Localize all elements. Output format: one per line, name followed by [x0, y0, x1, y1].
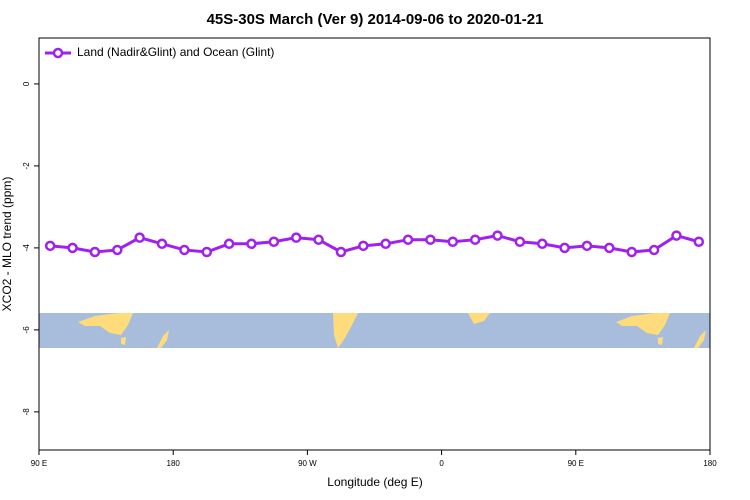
- y-tick-label: -4: [22, 244, 31, 252]
- y-tick-label: -8: [22, 408, 31, 416]
- point: [156, 238, 168, 250]
- legend-marker: [52, 47, 64, 59]
- point: [246, 238, 257, 250]
- point: [134, 232, 145, 243]
- point: [447, 236, 459, 247]
- y-axis-label: XCO2 - MLO trend (ppm): [0, 177, 14, 312]
- point: [290, 232, 302, 243]
- x-tick-label: 180: [703, 459, 717, 468]
- point: [402, 234, 414, 245]
- point: [425, 234, 436, 245]
- point: [537, 238, 548, 250]
- point: [559, 242, 570, 254]
- point: [201, 246, 212, 258]
- x-tick-label: 0: [439, 459, 444, 468]
- y-tick-label: -2: [22, 162, 31, 170]
- y-tick-label: 0: [22, 81, 31, 86]
- point: [67, 242, 78, 254]
- point: [112, 244, 123, 256]
- point: [44, 240, 56, 252]
- series-line: [50, 233, 700, 254]
- point: [693, 236, 705, 247]
- point: [268, 236, 280, 247]
- point: [313, 234, 324, 245]
- x-tick-label: 90 E: [568, 459, 584, 468]
- point: [358, 240, 369, 252]
- point: [335, 246, 347, 258]
- legend-label: Land (Nadir&Glint) and Ocean (Glint): [77, 45, 274, 59]
- point: [492, 230, 503, 241]
- point: [89, 246, 101, 258]
- chart-title: 45S-30S March (Ver 9) 2014-09-06 to 2020…: [207, 11, 544, 28]
- y-tick-label: -6: [22, 326, 31, 334]
- point: [179, 244, 190, 256]
- point: [626, 246, 637, 258]
- x-axis-label: Longitude (deg E): [327, 475, 422, 489]
- x-tick-label: 90 E: [31, 459, 47, 468]
- map-strip: [39, 313, 710, 348]
- point: [514, 236, 526, 247]
- point: [581, 240, 593, 252]
- point: [604, 242, 615, 254]
- x-tick-label: 90 W: [298, 459, 317, 468]
- point: [380, 238, 391, 250]
- point: [671, 230, 682, 241]
- point: [648, 244, 660, 256]
- point: [469, 234, 481, 245]
- plot-frame: [38, 37, 711, 451]
- x-tick-label: 180: [167, 459, 181, 468]
- point: [223, 238, 235, 250]
